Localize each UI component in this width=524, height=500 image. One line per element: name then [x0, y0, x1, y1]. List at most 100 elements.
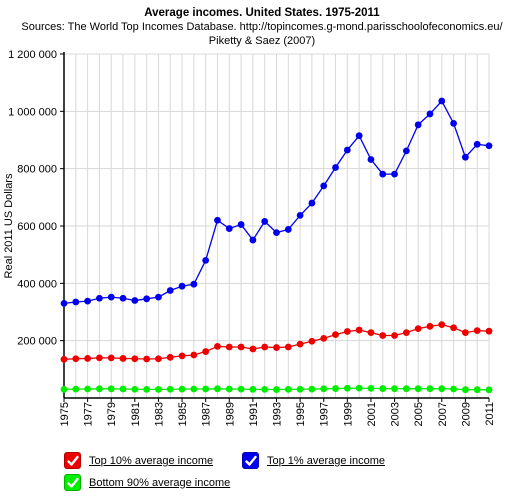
data-point — [131, 385, 139, 393]
data-point — [332, 164, 339, 171]
data-point — [131, 355, 139, 363]
data-point — [343, 384, 351, 392]
data-point — [273, 229, 280, 236]
data-point — [450, 324, 457, 332]
data-point — [214, 216, 221, 224]
data-point — [143, 355, 151, 363]
data-point — [60, 300, 68, 307]
data-point — [96, 294, 103, 302]
data-point — [96, 354, 103, 362]
data-point — [391, 385, 398, 393]
x-tick-label: 2003 — [390, 402, 402, 426]
chart-subtitle-line-2: Piketty & Saez (2007) — [208, 35, 316, 47]
data-point — [143, 386, 151, 393]
data-point — [60, 386, 68, 393]
y-tick-label: 200 000 — [17, 336, 57, 348]
data-point — [402, 329, 410, 337]
data-point — [461, 386, 469, 394]
data-point — [178, 352, 186, 360]
data-point — [379, 332, 387, 339]
data-point — [320, 182, 328, 190]
x-tick-label: 1977 — [83, 402, 95, 426]
data-point — [355, 326, 363, 334]
data-point — [461, 153, 469, 161]
data-point — [72, 385, 80, 393]
data-point — [485, 142, 493, 150]
data-point — [84, 297, 92, 305]
data-point — [355, 384, 363, 392]
x-tick-label: 1987 — [201, 402, 213, 426]
legend-item-top1[interactable]: Top 1% average income — [242, 452, 385, 469]
data-point — [202, 385, 210, 393]
data-point — [155, 386, 162, 393]
data-point — [202, 257, 210, 264]
legend-item-bottom90[interactable]: Bottom 90% average income — [64, 474, 230, 491]
x-tick-label: 1981 — [130, 402, 142, 426]
checkbox-checked-icon[interactable] — [64, 474, 81, 491]
data-point — [166, 353, 174, 361]
x-tick-label: 2001 — [366, 402, 378, 426]
data-point — [225, 225, 233, 232]
x-tick-label: 1989 — [224, 402, 236, 426]
data-point — [84, 355, 92, 362]
data-point — [60, 355, 68, 363]
data-point — [214, 385, 221, 393]
data-point — [367, 329, 375, 337]
y-tick-label: 800 000 — [17, 164, 57, 176]
data-point — [450, 385, 457, 393]
data-point — [107, 354, 115, 362]
data-point — [296, 340, 304, 348]
legend-label-top10[interactable]: Top 10% average income — [89, 454, 214, 467]
data-point — [485, 386, 493, 394]
checkbox-checked-icon[interactable] — [242, 452, 259, 469]
legend-item-top10[interactable]: Top 10% average income — [64, 452, 213, 469]
x-tick-label: 1993 — [272, 402, 284, 426]
x-tick-label: 2007 — [437, 402, 449, 426]
data-point — [249, 345, 257, 353]
data-point — [214, 343, 221, 350]
y-axis-label: Real 2011 US Dollars — [3, 173, 15, 278]
chart-header: Average incomes. United States. 1975-201… — [0, 6, 524, 48]
data-point — [166, 385, 174, 393]
data-point — [72, 298, 80, 306]
data-point — [143, 295, 151, 303]
data-point — [249, 386, 257, 393]
data-point — [438, 385, 446, 393]
x-tick-label: 1975 — [59, 402, 71, 426]
legend-label-top1[interactable]: Top 1% average income — [267, 454, 386, 467]
data-point — [367, 384, 375, 392]
data-point — [261, 343, 269, 351]
data-point — [284, 226, 292, 233]
data-point — [402, 147, 410, 155]
data-point — [332, 385, 339, 392]
data-point — [107, 385, 115, 393]
data-point — [107, 293, 115, 301]
data-point — [202, 348, 210, 355]
data-point — [237, 343, 245, 351]
data-point — [273, 386, 280, 393]
data-point — [450, 119, 457, 127]
data-point — [119, 385, 127, 393]
data-point — [96, 385, 103, 393]
data-point — [72, 355, 80, 363]
y-tick-label: 1 000 000 — [8, 106, 57, 118]
data-point — [119, 355, 127, 362]
y-tick-label: 600 000 — [17, 221, 57, 233]
data-point — [261, 386, 269, 393]
x-tick-label: 1991 — [248, 402, 260, 426]
data-point — [414, 385, 422, 393]
x-tick-label: 1983 — [153, 402, 165, 426]
data-point — [225, 343, 233, 351]
data-point — [155, 293, 162, 301]
data-point — [320, 334, 328, 342]
legend-label-bottom90[interactable]: Bottom 90% average income — [89, 476, 231, 489]
checkbox-checked-icon[interactable] — [64, 452, 81, 469]
data-point — [473, 140, 481, 148]
data-point — [426, 322, 434, 330]
data-point — [355, 132, 363, 140]
data-point — [485, 327, 493, 335]
data-point — [308, 199, 316, 207]
data-point — [273, 344, 280, 351]
x-tick-label: 2011 — [484, 402, 496, 426]
data-point — [166, 287, 174, 294]
